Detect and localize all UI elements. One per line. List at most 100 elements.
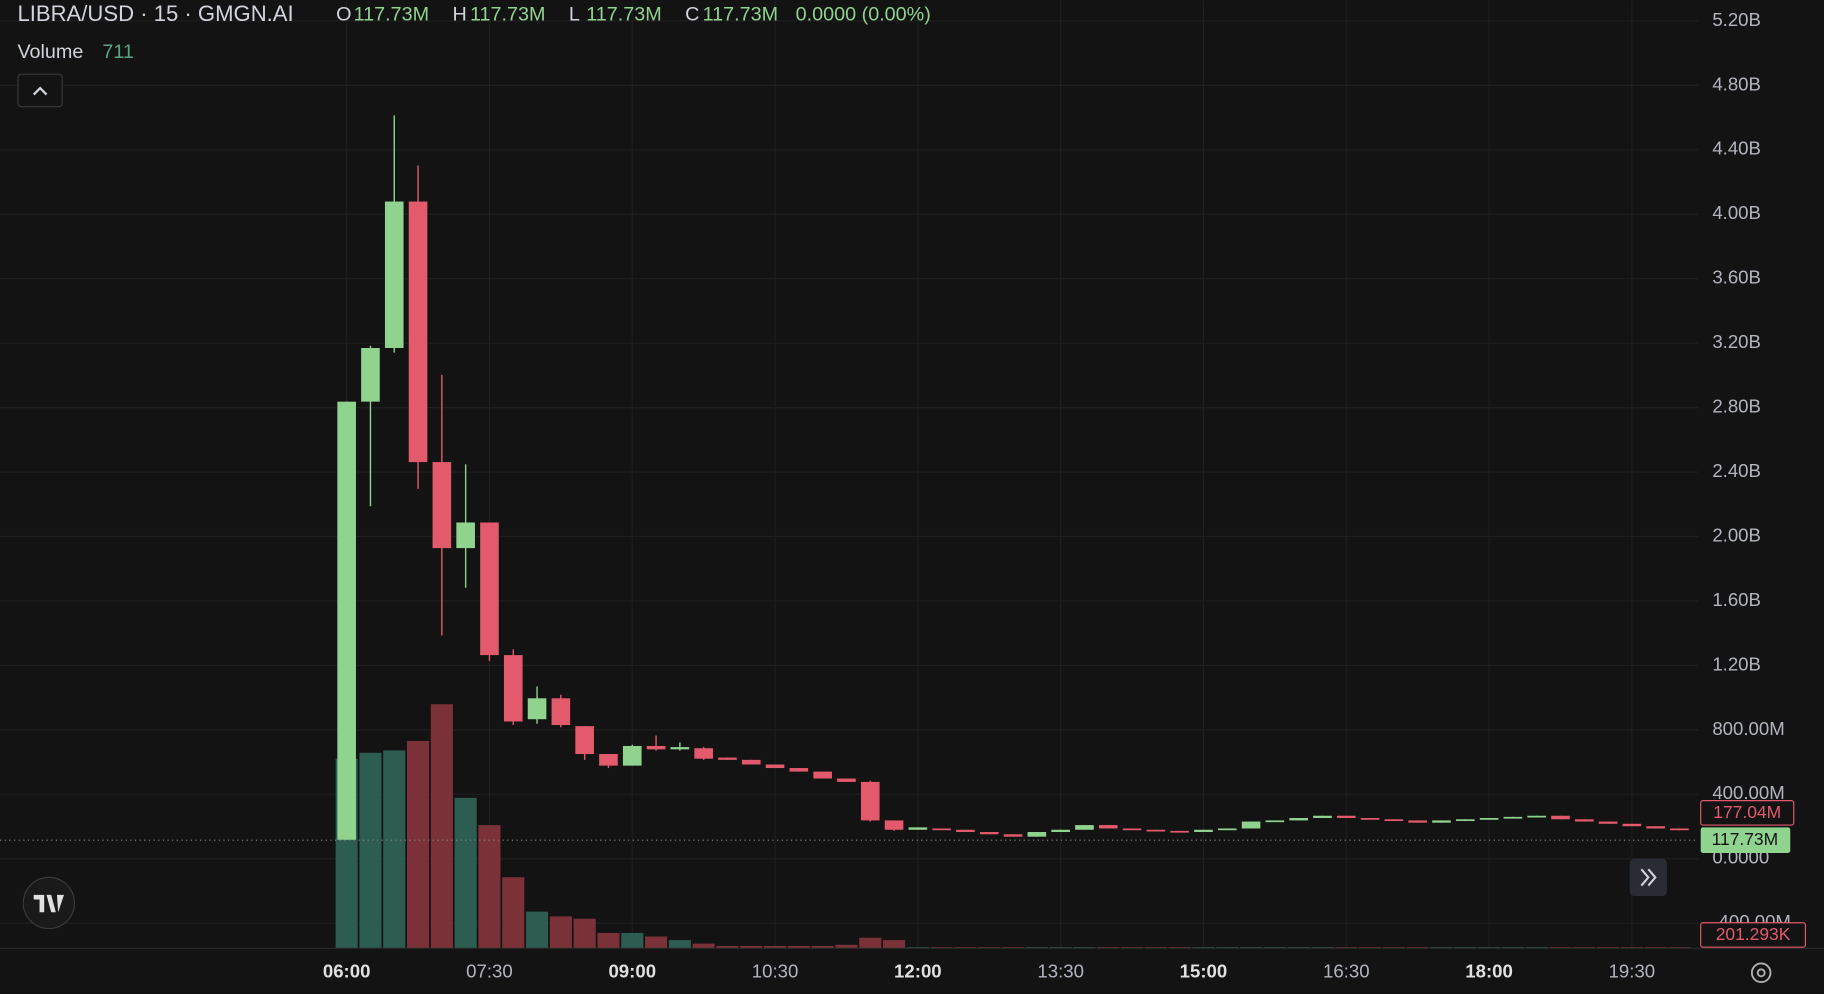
price-marker: 177.04M (1713, 802, 1781, 822)
y-tick-label: 3.20B (1712, 331, 1761, 352)
ohlc-value: 117.73M (354, 4, 429, 26)
volume-bar (549, 916, 572, 949)
y-tick-label: 1.60B (1712, 589, 1761, 610)
candle-body (1003, 834, 1023, 837)
volume-bar (883, 940, 906, 949)
volume-bar (1002, 947, 1025, 949)
volume-bar (597, 932, 620, 949)
candle-body (837, 778, 856, 782)
scroll-right-button[interactable] (1629, 858, 1667, 896)
candle-body (1479, 817, 1499, 820)
candle-body (527, 698, 547, 720)
volume-bar (930, 947, 953, 949)
x-tick-label: 13:30 (1037, 961, 1084, 982)
settings-ring[interactable] (1750, 962, 1772, 984)
collapse-button[interactable] (17, 73, 63, 108)
volume-bar (1573, 947, 1596, 949)
volume-bar (1168, 947, 1191, 949)
candle-body (551, 698, 571, 726)
price-marker: 117.73M (1712, 829, 1779, 849)
volume-bar (359, 752, 382, 949)
candle-body (1455, 819, 1475, 822)
candle-body (384, 201, 404, 348)
price-marker-box (1700, 800, 1795, 826)
volume-bar (740, 945, 763, 949)
tradingview-logo[interactable] (22, 876, 76, 930)
candle-body (1051, 829, 1070, 833)
volume-bar (1121, 947, 1144, 949)
ohlc-value: 117.73M (470, 4, 545, 26)
candle-body (432, 462, 452, 549)
candle-body (1217, 828, 1237, 831)
ohlc-key: O (336, 4, 351, 26)
volume-bar (1668, 947, 1691, 949)
y-tick-label: 4.80B (1712, 73, 1761, 94)
volume-bar (430, 704, 453, 949)
candle-body (1432, 820, 1451, 823)
candle-body (670, 747, 690, 750)
volume-bar (1549, 947, 1572, 949)
volume-bar (787, 945, 810, 949)
volume-marker: 201.293K (1716, 924, 1791, 944)
volume-bar (1240, 947, 1263, 949)
y-tick-label: 400.00M (1712, 782, 1784, 803)
ohlc-value: 117.73M (703, 4, 778, 26)
volume-bar (1263, 947, 1286, 949)
logo-mark (33, 894, 64, 913)
collapse-box[interactable] (17, 73, 63, 108)
volume-bar (1287, 947, 1310, 949)
y-tick-label: 4.40B (1712, 138, 1761, 159)
candle-body (1670, 828, 1689, 831)
volume-bar (621, 932, 644, 949)
candle-body (1194, 829, 1213, 833)
volume-bar (1192, 947, 1215, 949)
volume-bar (1620, 947, 1643, 949)
candle-body (979, 832, 999, 835)
candle-body (813, 771, 832, 779)
candle-body (1313, 815, 1332, 818)
x-tick-label: 09:00 (608, 961, 656, 982)
volume-bar (1525, 947, 1548, 949)
candle-body (1408, 820, 1427, 823)
candle-body (503, 655, 523, 722)
volume-bar (1478, 947, 1501, 949)
y-tick-label: 2.00B (1712, 524, 1761, 545)
volume-bar (645, 936, 668, 949)
candle-body (741, 759, 761, 765)
settings-button[interactable] (1750, 962, 1772, 984)
candle-body (456, 522, 475, 549)
x-tick-label: 06:00 (323, 961, 371, 982)
candle-body (1598, 821, 1618, 824)
candle-body (1646, 826, 1665, 829)
volume-bar (668, 940, 691, 949)
volume-bar (1335, 947, 1358, 949)
candle-body (1336, 815, 1356, 818)
candle-body (1098, 825, 1118, 829)
settings-center (1756, 968, 1766, 978)
candle-body (718, 757, 737, 760)
volume-bar (764, 945, 787, 949)
candle-body (1527, 815, 1546, 818)
x-tick-label: 15:00 (1180, 961, 1228, 982)
y-tick-label: 4.00B (1712, 202, 1761, 223)
volume-bar (1359, 947, 1382, 949)
candle-body (646, 745, 666, 750)
candle-body (480, 522, 499, 656)
volume-bar (1049, 947, 1072, 949)
y-tick-label: 1.20B (1712, 653, 1761, 674)
candle-body (575, 726, 594, 755)
volume-marker-box (1700, 922, 1806, 948)
ohlc-key: H (453, 4, 467, 26)
ohlc-key: L (569, 4, 580, 26)
volume-bar (1216, 947, 1239, 949)
y-tick-label: 2.40B (1712, 460, 1761, 481)
candle-body (765, 764, 785, 769)
volume-bar (859, 937, 882, 949)
x-tick-label: 16:30 (1323, 961, 1370, 982)
candle-body (1075, 825, 1094, 830)
candle-body (337, 401, 356, 840)
volume-bar (1097, 947, 1120, 949)
x-tick-label: 19:30 (1609, 961, 1656, 982)
volume-bar (478, 825, 501, 949)
